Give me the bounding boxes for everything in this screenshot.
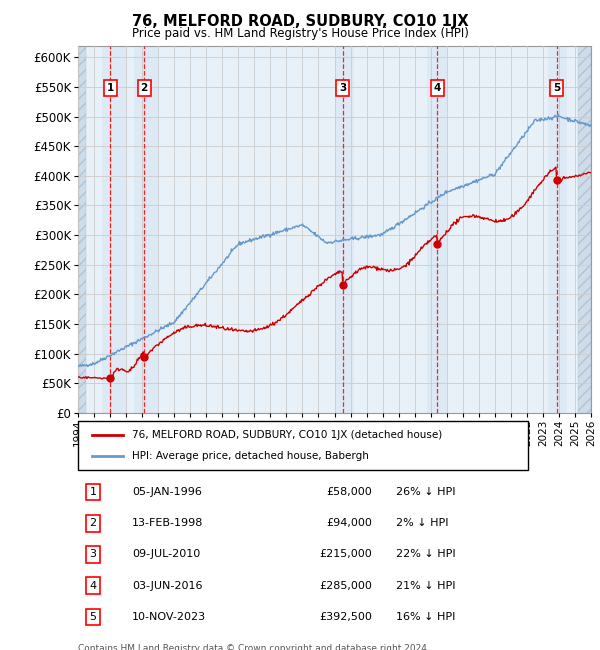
Text: 03-JUN-2016: 03-JUN-2016 (132, 580, 203, 591)
Text: £285,000: £285,000 (319, 580, 372, 591)
Text: £215,000: £215,000 (319, 549, 372, 560)
Text: 13-FEB-1998: 13-FEB-1998 (132, 518, 203, 528)
Bar (78, 46, 86, 413)
Bar (102, 46, 126, 413)
Text: 10-NOV-2023: 10-NOV-2023 (132, 612, 206, 622)
Text: 76, MELFORD ROAD, SUDBURY, CO10 1JX: 76, MELFORD ROAD, SUDBURY, CO10 1JX (131, 14, 469, 29)
Text: 5: 5 (89, 612, 97, 622)
Text: 09-JUL-2010: 09-JUL-2010 (132, 549, 200, 560)
Bar (335, 46, 354, 413)
Bar (427, 46, 447, 413)
Text: 16% ↓ HPI: 16% ↓ HPI (396, 612, 455, 622)
Text: 22% ↓ HPI: 22% ↓ HPI (396, 549, 455, 560)
FancyBboxPatch shape (78, 421, 528, 470)
Text: £392,500: £392,500 (319, 612, 372, 622)
Text: 3: 3 (89, 549, 97, 560)
Bar (548, 46, 567, 413)
Text: 4: 4 (89, 580, 97, 591)
Text: 21% ↓ HPI: 21% ↓ HPI (396, 580, 455, 591)
Text: 5: 5 (553, 83, 560, 93)
Text: 2% ↓ HPI: 2% ↓ HPI (396, 518, 449, 528)
Text: 4: 4 (434, 83, 441, 93)
Text: 26% ↓ HPI: 26% ↓ HPI (396, 487, 455, 497)
Text: Price paid vs. HM Land Registry's House Price Index (HPI): Price paid vs. HM Land Registry's House … (131, 27, 469, 40)
Text: £94,000: £94,000 (326, 518, 372, 528)
Bar (134, 46, 158, 413)
Text: 2: 2 (140, 83, 148, 93)
Text: HPI: Average price, detached house, Babergh: HPI: Average price, detached house, Babe… (132, 451, 369, 462)
Text: 1: 1 (107, 83, 114, 93)
Bar (578, 46, 591, 413)
Text: Contains HM Land Registry data © Crown copyright and database right 2024.: Contains HM Land Registry data © Crown c… (78, 644, 430, 650)
Text: 1: 1 (89, 487, 97, 497)
Text: 76, MELFORD ROAD, SUDBURY, CO10 1JX (detached house): 76, MELFORD ROAD, SUDBURY, CO10 1JX (det… (132, 430, 442, 440)
Text: 2: 2 (89, 518, 97, 528)
Text: 05-JAN-1996: 05-JAN-1996 (132, 487, 202, 497)
Text: £58,000: £58,000 (326, 487, 372, 497)
Text: 3: 3 (339, 83, 346, 93)
